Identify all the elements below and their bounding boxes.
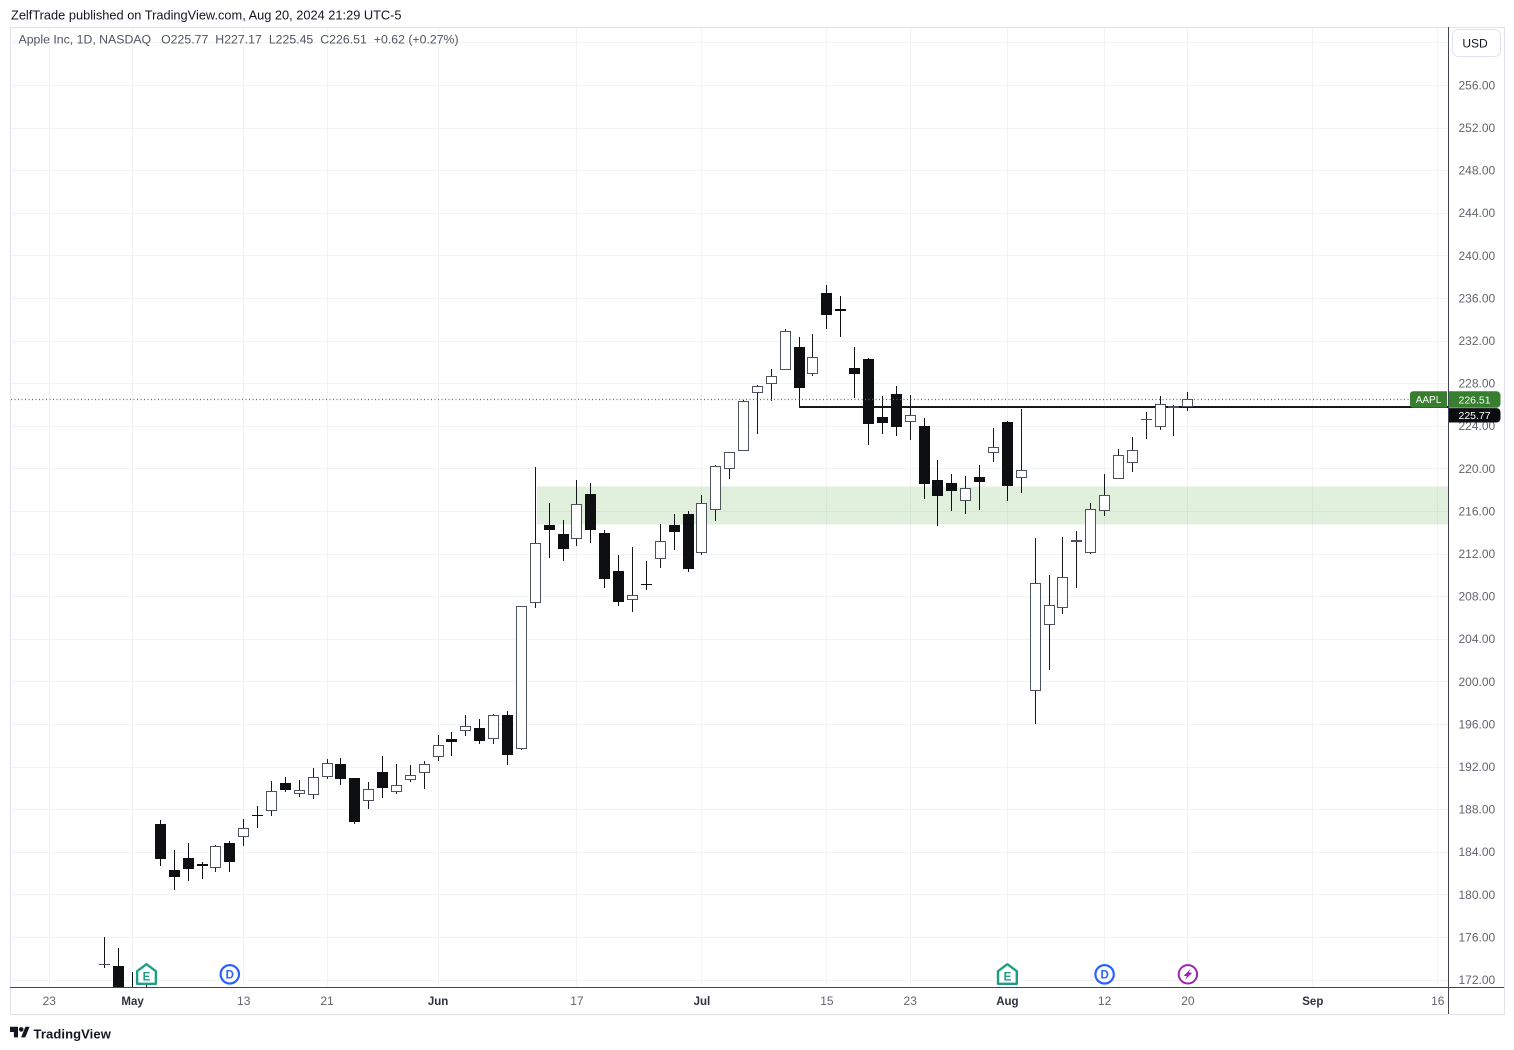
svg-text:21: 21 — [320, 994, 334, 1008]
svg-text:16: 16 — [1431, 994, 1445, 1008]
svg-text:216.00: 216.00 — [1459, 504, 1496, 518]
svg-text:200.00: 200.00 — [1459, 675, 1496, 689]
svg-text:244.00: 244.00 — [1459, 206, 1496, 220]
svg-text:240.00: 240.00 — [1459, 249, 1496, 263]
svg-text:184.00: 184.00 — [1459, 845, 1496, 859]
svg-text:E: E — [1004, 971, 1012, 983]
svg-text:15: 15 — [820, 994, 834, 1008]
svg-text:224.00: 224.00 — [1459, 419, 1496, 433]
svg-text:May: May — [121, 996, 144, 1008]
svg-text:248.00: 248.00 — [1459, 164, 1496, 178]
svg-text:176.00: 176.00 — [1459, 930, 1496, 944]
svg-text:172.00: 172.00 — [1459, 973, 1496, 987]
svg-text:220.00: 220.00 — [1459, 462, 1496, 476]
svg-text:226.51: 226.51 — [1459, 394, 1491, 406]
svg-text:256.00: 256.00 — [1459, 78, 1496, 92]
svg-text:232.00: 232.00 — [1459, 334, 1496, 348]
svg-text:Jun: Jun — [428, 996, 448, 1008]
svg-text:23: 23 — [43, 994, 57, 1008]
svg-text:192.00: 192.00 — [1459, 760, 1496, 774]
svg-text:196.00: 196.00 — [1459, 717, 1496, 731]
svg-text:Sep: Sep — [1302, 996, 1323, 1008]
svg-text:13: 13 — [237, 994, 251, 1008]
svg-text:D: D — [226, 970, 234, 982]
svg-text:17: 17 — [570, 994, 584, 1008]
svg-text:225.77: 225.77 — [1459, 410, 1491, 422]
svg-text:Jul: Jul — [694, 996, 711, 1008]
svg-text:23: 23 — [904, 994, 918, 1008]
svg-text:USD: USD — [1462, 37, 1488, 51]
svg-text:ZelfTrade published on Trading: ZelfTrade published on TradingView.com, … — [11, 8, 402, 23]
svg-text:212.00: 212.00 — [1459, 547, 1496, 561]
svg-text:Aug: Aug — [996, 996, 1018, 1008]
svg-text:AAPL: AAPL — [1416, 395, 1442, 406]
svg-text:180.00: 180.00 — [1459, 888, 1496, 902]
svg-text:E: E — [143, 971, 151, 983]
svg-text:228.00: 228.00 — [1459, 377, 1496, 391]
svg-text:188.00: 188.00 — [1459, 803, 1496, 817]
svg-text:12: 12 — [1098, 994, 1112, 1008]
svg-text:252.00: 252.00 — [1459, 121, 1496, 135]
svg-text:236.00: 236.00 — [1459, 291, 1496, 305]
svg-text:204.00: 204.00 — [1459, 632, 1496, 646]
svg-text:TradingView: TradingView — [34, 1027, 112, 1042]
svg-text:D: D — [1100, 970, 1108, 982]
svg-text:208.00: 208.00 — [1459, 590, 1496, 604]
svg-text:20: 20 — [1181, 994, 1195, 1008]
